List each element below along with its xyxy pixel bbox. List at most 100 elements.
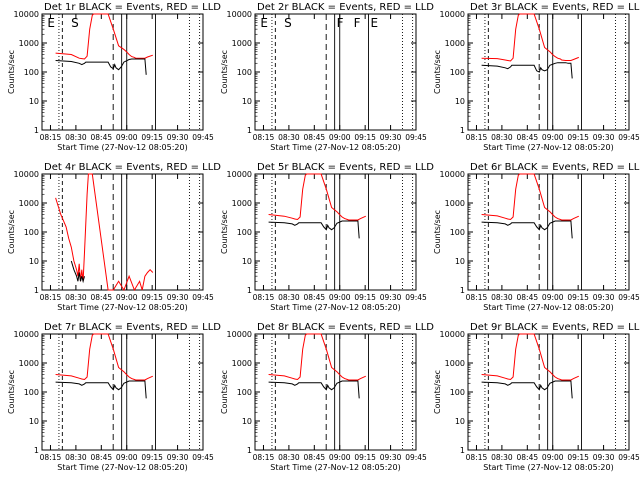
x-axis-label: Start Time (27-Nov-12 08:05:20) [57,463,187,472]
x-tick-label: 09:15 [567,453,589,462]
series-events [481,62,573,79]
x-tick-label: 09:15 [354,453,376,462]
series-lld [268,333,367,381]
chart-panel-2: Det 2r BLACK = Events, RED = LLD Counts/s… [220,2,434,152]
y-axis-label: Counts/sec [220,210,229,254]
x-tick-label: 08:15 [40,453,62,462]
y-axis-label: Counts/sec [433,210,442,254]
x-tick-label: 09:00 [329,293,351,302]
y-tick-label: 10 [29,257,39,266]
y-tick-label: 1 [460,286,465,295]
x-tick-label: 09:00 [116,133,138,142]
y-axis-label: Counts/sec [433,370,442,414]
x-tick-label: 09:45 [618,453,640,462]
y-axis-label: Counts/sec [220,50,229,94]
x-tick-label: 08:30 [278,453,300,462]
plot-frame [254,173,417,291]
x-tick-label: 08:30 [278,293,300,302]
y-tick-label: 10 [242,97,252,106]
y-tick-label: 10000 [440,330,465,339]
x-tick-label: 09:15 [567,133,589,142]
chart-panel-3: Det 3r BLACK = Events, RED = LLD Counts/s… [433,2,640,152]
y-tick-label: 1000 [19,359,39,368]
x-tick-label: 08:45 [304,133,326,142]
series-events [481,380,573,399]
y-tick-label: 1 [247,446,252,455]
y-tick-label: 10 [242,257,252,266]
chart-panel-9: Det 9r BLACK = Events, RED = LLD Counts/s… [433,322,640,472]
y-tick-label: 1000 [232,359,252,368]
x-tick-label: 09:30 [167,133,189,142]
chart-panel-4: Det 4r BLACK = Events, RED = LLD Counts/s… [7,162,221,312]
y-tick-label: 10000 [227,330,252,339]
y-tick-label: 10 [455,97,465,106]
x-axis-label: Start Time (27-Nov-12 08:05:20) [483,303,613,312]
series-events [268,220,360,239]
x-tick-label: 08:15 [466,133,488,142]
x-tick-label: 08:45 [91,133,113,142]
x-tick-label: 09:00 [329,453,351,462]
y-tick-label: 10000 [227,10,252,19]
x-tick-label: 09:45 [405,453,427,462]
x-tick-label: 09:45 [405,293,427,302]
x-tick-label: 08:30 [491,453,513,462]
x-tick-label: 09:45 [192,133,214,142]
y-tick-label: 10 [455,417,465,426]
y-tick-label: 1000 [19,39,39,48]
x-tick-label: 09:15 [354,133,376,142]
x-tick-label: 08:45 [304,453,326,462]
x-tick-label: 08:15 [466,293,488,302]
y-tick-label: 10000 [14,330,39,339]
series-events [55,58,147,75]
phase-marker: F [354,16,361,30]
x-tick-label: 09:30 [593,453,615,462]
x-tick-label: 09:00 [329,133,351,142]
plot-frame [41,13,204,131]
x-tick-label: 08:45 [304,293,326,302]
chart-panel-6: Det 6r BLACK = Events, RED = LLD Counts/s… [433,162,640,312]
y-tick-label: 1 [34,446,39,455]
x-tick-label: 09:45 [192,453,214,462]
y-tick-label: 10000 [227,170,252,179]
x-tick-label: 08:15 [253,293,275,302]
x-tick-label: 09:45 [618,293,640,302]
plot-frame [467,333,630,451]
y-tick-label: 100 [237,388,252,397]
x-tick-label: 08:30 [65,133,87,142]
series-lld [481,173,580,221]
series-events [55,380,147,399]
x-tick-label: 09:30 [167,453,189,462]
phase-marker: E [371,16,379,30]
y-tick-label: 1000 [232,199,252,208]
x-tick-label: 08:45 [517,293,539,302]
chart-title: Det 1r BLACK = Events, RED = LLD [44,2,221,13]
chart-title: Det 3r BLACK = Events, RED = LLD [470,2,640,13]
x-tick-label: 09:30 [380,133,402,142]
y-tick-label: 100 [24,68,39,77]
plot-frame [467,173,630,291]
y-tick-label: 1 [460,446,465,455]
chart-title: Det 7r BLACK = Events, RED = LLD [44,322,221,333]
y-tick-label: 10000 [14,10,39,19]
x-tick-label: 09:15 [567,293,589,302]
y-tick-label: 1 [34,126,39,135]
series-lld [55,333,154,381]
chart-panel-7: Det 7r BLACK = Events, RED = LLD Counts/s… [7,322,221,472]
y-tick-label: 1 [247,286,252,295]
chart-title: Det 8r BLACK = Events, RED = LLD [257,322,434,333]
x-tick-label: 09:00 [116,293,138,302]
x-axis-label: Start Time (27-Nov-12 08:05:20) [270,303,400,312]
x-tick-label: 09:15 [141,453,163,462]
x-tick-label: 08:45 [517,453,539,462]
x-tick-label: 09:15 [141,133,163,142]
x-tick-label: 08:30 [65,293,87,302]
y-axis-label: Counts/sec [7,210,16,254]
x-tick-label: 09:45 [192,293,214,302]
y-tick-label: 10000 [14,170,39,179]
x-axis-label: Start Time (27-Nov-12 08:05:20) [57,303,187,312]
x-tick-label: 08:15 [40,133,62,142]
x-tick-label: 08:30 [278,133,300,142]
y-tick-label: 10 [29,97,39,106]
x-tick-label: 09:30 [593,293,615,302]
